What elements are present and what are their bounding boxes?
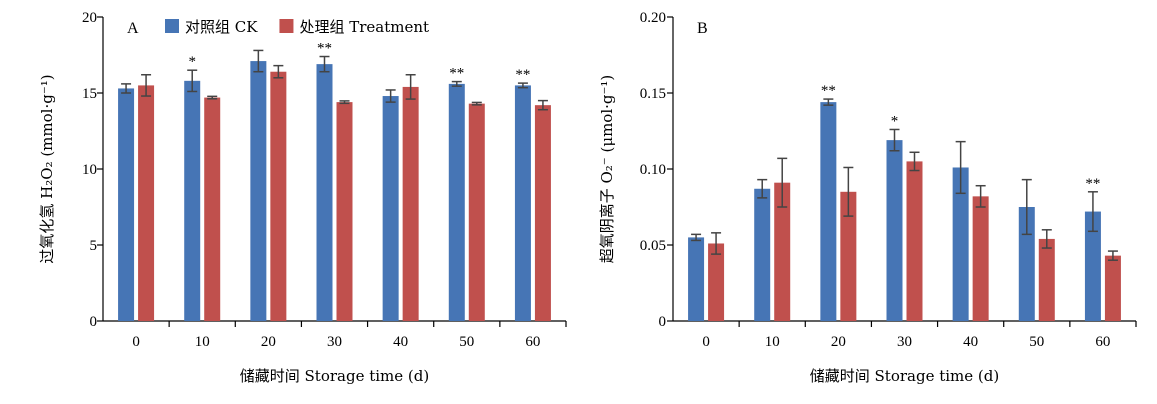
panel-b-bar-treatment bbox=[774, 182, 791, 321]
panel-a-bar-treatment bbox=[270, 71, 287, 321]
panel-b-x-axis-title: 储藏时间 Storage time (d) bbox=[810, 367, 999, 385]
panel-b-y-tick-label: 0.10 bbox=[640, 162, 666, 178]
panel-b-significance-mark: * bbox=[891, 113, 899, 129]
panel-a-letter: A bbox=[127, 20, 139, 37]
panel-a-x-tick-label: 40 bbox=[393, 334, 408, 350]
legend-label-ck: 对照组 CK bbox=[185, 18, 258, 36]
panel-a-bar-ck bbox=[448, 83, 465, 321]
panel-b-bar-treatment bbox=[1104, 255, 1121, 321]
panel-b-y-tick-label: 0.05 bbox=[640, 238, 666, 254]
panel-a-bar-ck bbox=[250, 61, 267, 322]
panel-a-bar-ck bbox=[184, 80, 201, 321]
panel-b-bar-treatment bbox=[708, 243, 725, 321]
panel-a-y-tick-label: 15 bbox=[82, 86, 97, 102]
panel-b-bar-treatment bbox=[840, 191, 857, 321]
panel-a-bar-treatment bbox=[402, 86, 419, 321]
panel-a-x-tick-label: 10 bbox=[195, 334, 210, 350]
panel-a-x-tick-label: 30 bbox=[327, 334, 342, 350]
panel-b-bar-treatment bbox=[972, 196, 989, 321]
panel-a-bar-treatment bbox=[468, 103, 485, 321]
panel-a-bar-ck bbox=[316, 64, 333, 322]
panel-a-bar-treatment bbox=[336, 102, 353, 322]
panel-a-x-tick-label: 0 bbox=[132, 334, 140, 350]
panel-a-bar-ck bbox=[118, 88, 135, 321]
panel-b-significance-mark: ** bbox=[821, 83, 836, 99]
panel-b-y-tick-label: 0 bbox=[659, 314, 667, 330]
panel-a-bar-ck bbox=[514, 85, 531, 322]
panel-b-x-tick-label: 30 bbox=[897, 334, 912, 350]
panel-a-x-tick-label: 60 bbox=[525, 334, 540, 350]
legend-swatch-treatment bbox=[279, 19, 294, 33]
panel-a-significance-mark: ** bbox=[449, 66, 464, 82]
panel-a-x-tick-label: 50 bbox=[459, 334, 474, 350]
panel-a-y-axis-title: 过氧化氢 H₂O₂ (mmol·g⁻¹) bbox=[38, 74, 56, 263]
panel-b-y-axis-title: 超氧阴离子 O₂⁻ (μmol·g⁻¹) bbox=[598, 75, 616, 264]
panel-b-x-tick-label: 50 bbox=[1029, 334, 1044, 350]
panel-b-bar-ck bbox=[886, 140, 903, 321]
panel-a-bar-treatment bbox=[204, 97, 221, 321]
panel-a-significance-mark: * bbox=[188, 54, 196, 70]
panel-b-x-tick-label: 40 bbox=[963, 334, 978, 350]
legend-swatch-ck bbox=[165, 19, 179, 33]
panel-b-significance-mark: ** bbox=[1085, 176, 1100, 192]
panel-b-chart: 0 0.05 0.10 0.15 0.20 0 10 20 ** 30 * 40 50 60 ** B 储藏时间… bbox=[598, 10, 1137, 385]
panel-a-y-tick-label: 0 bbox=[90, 314, 98, 330]
panel-a-bar-treatment bbox=[138, 85, 155, 322]
panel-b-letter: B bbox=[697, 20, 708, 37]
panel-a-x-tick-label: 20 bbox=[261, 334, 276, 350]
panel-a-significance-mark: ** bbox=[515, 67, 530, 83]
panel-a-bar-ck bbox=[382, 96, 399, 321]
panel-b-y-tick-label: 0.20 bbox=[640, 10, 666, 26]
panel-a-bar-treatment bbox=[534, 105, 551, 321]
panel-b-bar-ck bbox=[820, 102, 837, 322]
panel-b-bar-ck bbox=[754, 188, 771, 321]
panel-b-x-tick-label: 60 bbox=[1095, 334, 1110, 350]
panel-b-x-tick-label: 0 bbox=[702, 334, 710, 350]
panel-b-bar-treatment bbox=[906, 161, 923, 321]
panel-b-bar-ck bbox=[1084, 211, 1101, 321]
panel-b-bar-ck bbox=[688, 237, 705, 321]
legend-label-treatment: 处理组 Treatment bbox=[299, 18, 429, 36]
panel-a-y-tick-label: 5 bbox=[90, 238, 98, 254]
panel-b-bar-ck bbox=[952, 167, 969, 321]
panel-b-bar-ck bbox=[1018, 207, 1035, 321]
panel-a-y-tick-label: 20 bbox=[82, 10, 97, 26]
panel-b-y-tick-label: 0.15 bbox=[640, 86, 666, 102]
panel-a-significance-mark: ** bbox=[317, 41, 332, 57]
panel-b-x-tick-label: 10 bbox=[765, 334, 780, 350]
panel-a-chart: 0 5 10 15 20 0 10 * 20 30 ** 40 50 ** 60 ** A 对照组 CK 处理组 T… bbox=[38, 10, 567, 385]
panel-b-bar-treatment bbox=[1038, 238, 1055, 321]
panel-b-x-tick-label: 20 bbox=[831, 334, 846, 350]
panel-a-x-axis-title: 储藏时间 Storage time (d) bbox=[240, 367, 429, 385]
panel-a-y-tick-label: 10 bbox=[82, 162, 97, 178]
